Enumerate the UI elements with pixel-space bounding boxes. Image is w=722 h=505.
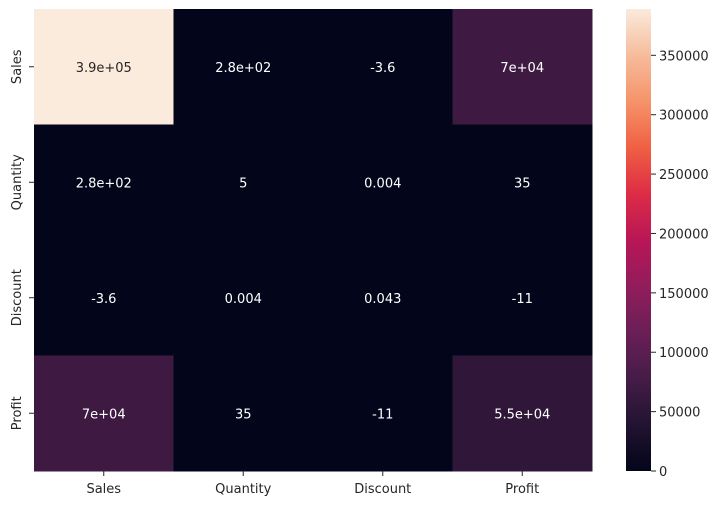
x-tick-label: Discount (354, 482, 411, 497)
colorbar-tick-label: 100000 (659, 346, 709, 361)
x-tick-label: Profit (505, 482, 539, 497)
cell-label-0-3: 7e+04 (500, 61, 544, 76)
heatmap-cell-0-3 (452, 9, 593, 125)
colorbar-tick-label: 0 (659, 465, 667, 480)
heatmap-cell-0-0 (34, 9, 174, 125)
heatmap-cell-2-0 (34, 240, 174, 356)
cell-label-2-2: 0.043 (364, 292, 401, 307)
colorbar-tick-label: 150000 (659, 287, 709, 302)
heatmap-cell-0-1 (173, 9, 314, 125)
x-axis: Sales Quantity Discount Profit (86, 471, 539, 497)
heatmap-cell-3-2 (313, 355, 453, 472)
colorbar-gradient (626, 9, 651, 471)
heatmap-cell-1-2 (313, 124, 453, 241)
x-tick-label: Quantity (215, 482, 271, 497)
heatmap-annotations: 3.9e+05 2.8e+02 -3.6 7e+04 2.8e+02 5 0.004 35 -3… (76, 61, 551, 423)
x-tick-label: Sales (86, 482, 121, 497)
cell-label-1-2: 0.004 (364, 176, 401, 191)
cell-label-0-2: -3.6 (370, 61, 395, 76)
heatmap-cell-2-1 (173, 240, 314, 356)
y-axis: Sales Quantity Discount Profit (10, 49, 34, 430)
heatmap-cell-3-1 (173, 355, 314, 472)
heatmap-cell-1-3 (452, 124, 593, 241)
cell-label-0-1: 2.8e+02 (215, 61, 271, 76)
cell-label-3-0: 7e+04 (82, 407, 126, 422)
y-tick-label: Quantity (10, 154, 25, 210)
y-tick-label: Discount (10, 269, 25, 326)
colorbar-tick-label: 300000 (659, 109, 709, 124)
y-tick-label: Sales (10, 49, 25, 84)
cell-label-3-2: -11 (372, 407, 393, 422)
colorbar-tick-label: 200000 (659, 227, 709, 242)
heatmap-cell-2-2 (313, 240, 453, 356)
colorbar-tick-label: 250000 (659, 168, 709, 183)
y-tick-label: Profit (10, 396, 25, 430)
cell-label-0-0: 3.9e+05 (76, 61, 132, 76)
heatmap-cell-1-1 (173, 124, 314, 241)
heatmap-cell-3-0 (34, 355, 174, 472)
colorbar: 0 50000 100000 150000 200000 250000 300000 3500… (626, 9, 709, 480)
cell-label-2-0: -3.6 (91, 292, 116, 307)
heatmap-cells (34, 9, 593, 472)
cell-label-1-3: 35 (514, 176, 531, 191)
cell-label-1-1: 5 (239, 176, 247, 191)
heatmap-cell-3-3 (452, 355, 593, 472)
cell-label-2-1: 0.004 (225, 292, 262, 307)
cell-label-3-1: 35 (235, 407, 252, 422)
heatmap-cell-2-3 (452, 240, 593, 356)
colorbar-tick-label: 350000 (659, 49, 709, 64)
cell-label-1-0: 2.8e+02 (76, 176, 132, 191)
cell-label-2-3: -11 (512, 292, 533, 307)
cell-label-3-3: 5.5e+04 (494, 407, 550, 422)
colorbar-tick-label: 50000 (659, 406, 700, 421)
heatmap-cell-1-0 (34, 124, 174, 241)
heatmap-cell-0-2 (313, 9, 453, 125)
